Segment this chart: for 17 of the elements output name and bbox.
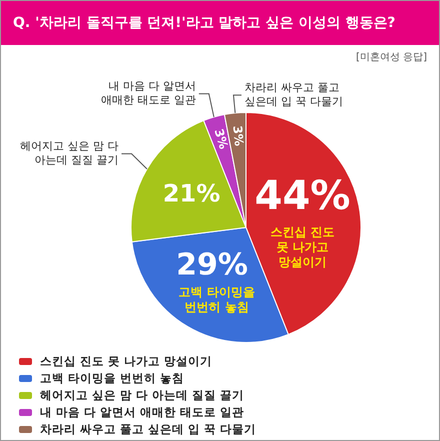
data-label: 3% [212,127,231,151]
data-label: 21% [162,180,220,208]
slice-label: 내 마음 다 알면서 애매한 태도로 일관 [100,80,196,107]
slice-label: 고백 타이밍을 번번히 놓침 [178,285,255,314]
slice-label: 차라리 싸우고 풀고 싶은데 입 꾹 다물기 [244,80,343,108]
slice-label: 스킨십 진도 못 나가고 망설이기 [270,224,335,269]
legend-label: 차라리 싸우고 풀고 싶은데 입 꾹 다물기 [40,422,256,437]
text: [미혼여성 응답] [355,51,428,64]
legend-label: 스킨십 진도 못 나가고 망설이기 [40,354,212,369]
data-label: 3% [230,125,246,147]
data-label: 29% [176,248,248,283]
slice-label: 헤어지고 싶은 맘 다 아는데 질질 끌기 [20,140,119,167]
legend-label: 고백 타이밍을 번번히 놓침 [40,371,184,386]
legend-label: 내 마음 다 알면서 애매한 태도로 일관 [40,405,244,420]
data-label: 44% [254,173,350,220]
legend-label: 헤어지고 싶은 맘 다 아는데 질질 끌기 [40,388,244,403]
chart-title: Q. '차라리 돌직구를 던져!'라고 말하고 싶은 이성의 행동은? [13,14,396,32]
